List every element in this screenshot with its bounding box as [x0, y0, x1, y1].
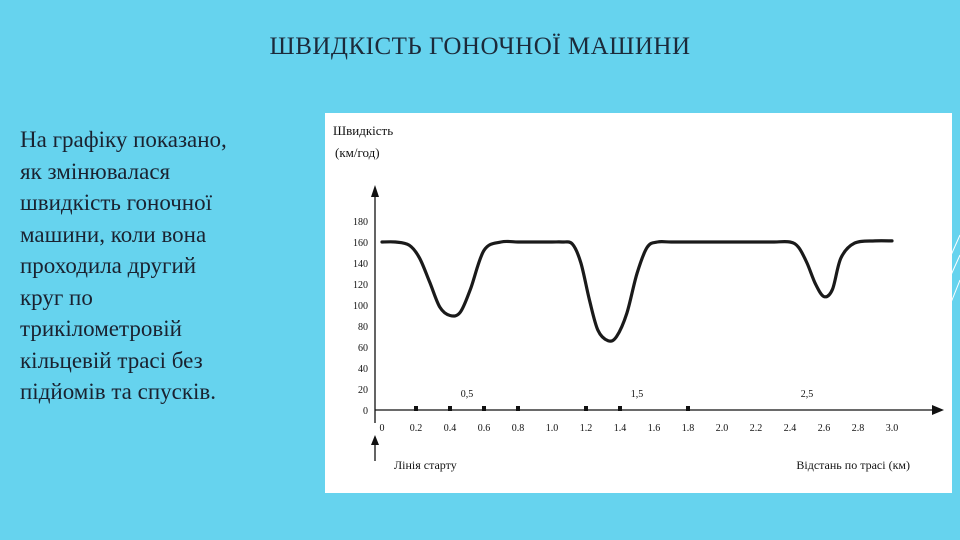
description-line: трикілометровій [20, 316, 182, 341]
start-line-label: Лінія старту [394, 458, 457, 472]
midpoint-label: 0,5 [461, 389, 474, 400]
slide-title: ШВИДКІСТЬ ГОНОЧНОЇ МАШИНИ [269, 33, 691, 60]
midpoint-label: 2,5 [801, 389, 814, 400]
x-tick-label: 3.0 [886, 423, 899, 434]
description-text: На графіку показано, як змінювалася швид… [20, 124, 320, 408]
description-line: як змінювалася [20, 158, 171, 184]
x-tick-label: 2.4 [784, 423, 797, 434]
x-tick-label: 0.4 [444, 423, 457, 434]
deco-line [941, 254, 960, 296]
description-line: На графіку показано, [20, 127, 227, 152]
x-tick-label: 0 [380, 423, 385, 434]
x-tick-label: 2.6 [818, 423, 831, 434]
y-axis-unit-label: (км/год) [335, 145, 380, 160]
x-axis-label: Відстань по трасі (км) [796, 458, 910, 472]
x-axis-arrow [932, 405, 944, 415]
x-tick-label: 1.0 [546, 423, 559, 434]
description-line: кільцевій трасі без [20, 347, 203, 373]
decorative-lines [939, 234, 960, 311]
y-tick-label: 60 [358, 343, 368, 354]
chart-svg: Швидкість (км/год) 0 20 40 60 80 100 120 140 160 18… [333, 123, 944, 472]
speed-curve-line [380, 239, 894, 343]
deco-line [947, 279, 960, 311]
x-tick-label: 1.4 [614, 423, 627, 434]
description-line: підйомів та спусків. [20, 379, 217, 404]
x-tick-label: 1.8 [682, 423, 695, 434]
y-tick-label: 100 [353, 301, 368, 312]
description-line: проходила другий [20, 253, 197, 278]
y-tick-label: 20 [358, 385, 368, 396]
x-tick-label: 2.0 [716, 423, 729, 434]
x-tick-label: 1.2 [580, 423, 593, 434]
x-tick-label: 2.8 [852, 423, 865, 434]
x-tick-label: 0.8 [512, 423, 525, 434]
x-axis-marker [414, 406, 418, 411]
x-tick-label: 0.2 [410, 423, 423, 434]
x-tick-label: 2.2 [750, 423, 763, 434]
x-tick-label: 1.6 [648, 423, 661, 434]
y-tick-label: 160 [353, 238, 368, 249]
speed-chart: Швидкість (км/год) 0 20 40 60 80 100 120 140 160 18… [325, 113, 952, 493]
deco-line [939, 234, 960, 281]
y-tick-label: 180 [353, 217, 368, 228]
description-line: швидкість гоночної [20, 190, 212, 215]
y-axis-label: Швидкість [333, 123, 393, 138]
y-tick-label: 40 [358, 364, 368, 375]
x-axis-marker [686, 406, 690, 411]
start-line-arrow-head [371, 435, 379, 445]
x-axis-marker [448, 406, 452, 411]
y-tick-label: 120 [353, 280, 368, 291]
y-axis-arrow [371, 185, 379, 197]
description-line: машини, коли вона [20, 221, 207, 247]
y-tick-label: 140 [353, 259, 368, 270]
x-tick-label: 0.6 [478, 423, 491, 434]
description-line: круг по [20, 284, 93, 310]
x-axis-marker [584, 406, 588, 411]
y-tick-label: 80 [358, 322, 368, 333]
x-axis-marker [482, 406, 486, 411]
y-tick-label: 0 [363, 406, 368, 417]
x-axis-marker [618, 406, 622, 411]
x-axis-marker [516, 406, 520, 411]
midpoint-label: 1,5 [631, 389, 644, 400]
